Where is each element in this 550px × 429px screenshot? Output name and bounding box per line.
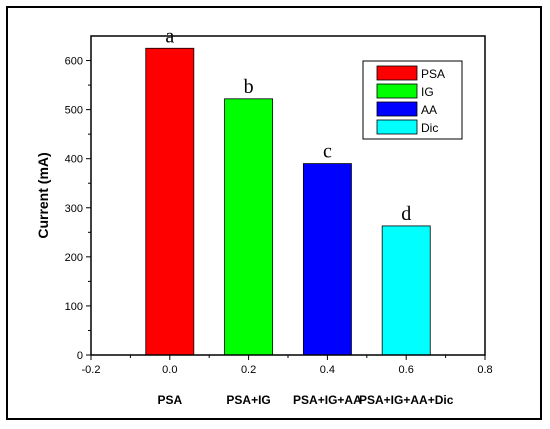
y-tick-label: 300 [65,203,83,215]
y-axis-label: Current (mA) [35,152,51,238]
x-tick-label: 0.2 [241,364,256,376]
y-tick-label: 200 [65,252,83,264]
legend-swatch [376,83,418,99]
x-tick-label: 0.0 [162,364,177,376]
category-label: PSA+IG+AA+Dic [359,393,454,407]
data-label: c [323,141,332,163]
bar-psa-ig-aa-dic [381,225,431,356]
chart-frame [6,6,542,420]
x-tick-label: 0.6 [399,364,414,376]
data-label: a [165,25,174,47]
legend-swatch [376,101,418,117]
legend-swatch [376,65,418,81]
legend-label: AA [421,103,437,117]
y-tick-label: 500 [65,105,83,117]
data-label: d [401,203,411,225]
bar-psa [145,47,195,356]
category-label: PSA+IG [226,393,270,407]
category-label: PSA+IG+AA [293,393,362,407]
y-tick-label: 100 [65,301,83,313]
x-tick-label: 0.8 [477,364,492,376]
legend-label: PSA [421,67,445,81]
x-tick-label: 0.4 [320,364,335,376]
bar-psa-ig [224,98,274,356]
legend-label: IG [421,85,434,99]
legend-label: Dic [421,121,438,135]
data-label: b [244,76,254,98]
legend-swatch [376,119,418,135]
category-label: PSA [157,393,182,407]
y-tick-label: 600 [65,56,83,68]
bar-psa-ig-aa [302,163,352,356]
y-tick-label: 400 [65,154,83,166]
y-tick-label: 0 [77,350,83,362]
x-tick-label: -0.2 [82,364,101,376]
